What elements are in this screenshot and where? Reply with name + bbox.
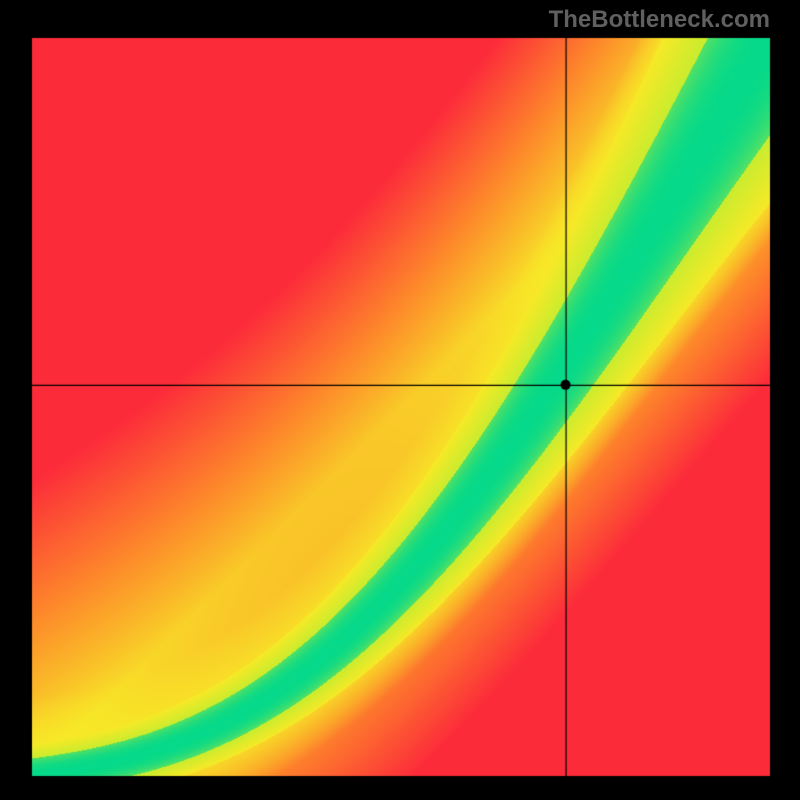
- bottleneck-heatmap: [0, 0, 800, 800]
- watermark-text: TheBottleneck.com: [549, 6, 770, 34]
